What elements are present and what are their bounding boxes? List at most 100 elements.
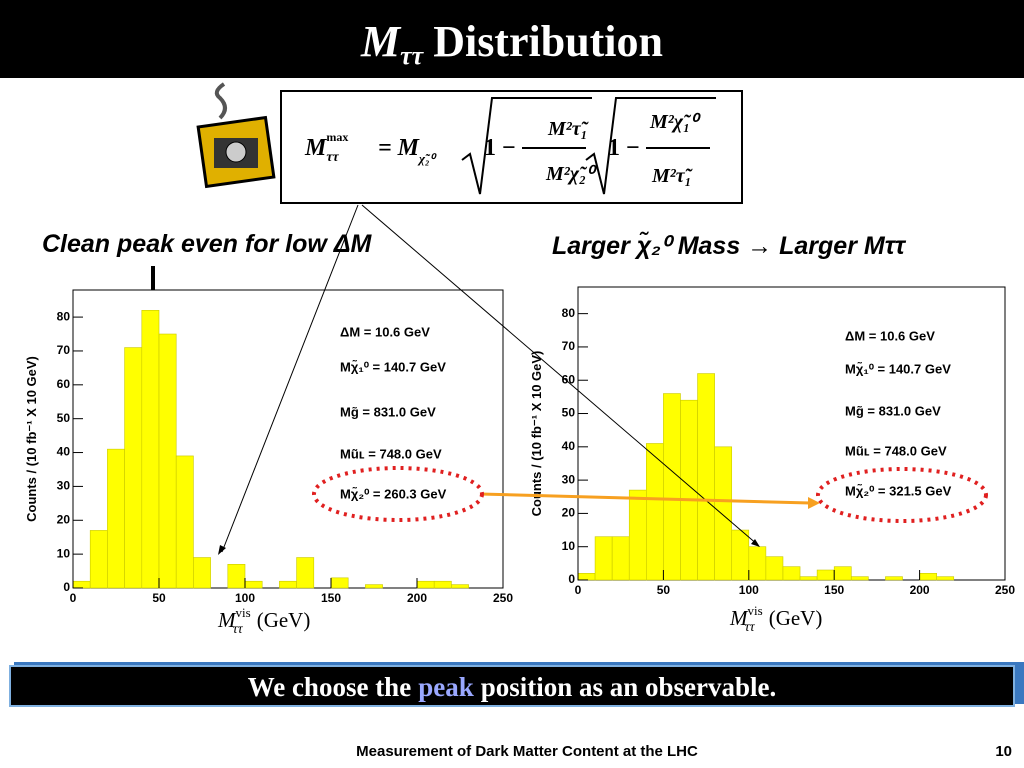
formula-lhs: Mmax ττ bbox=[304, 130, 348, 165]
bar bbox=[833, 566, 852, 581]
bar bbox=[628, 489, 647, 581]
x-tick-label: 50 bbox=[657, 583, 671, 597]
x-label-unit: (GeV) bbox=[769, 606, 823, 630]
formula-num: M²τ̃₁ bbox=[547, 118, 590, 140]
bar bbox=[227, 563, 246, 589]
bar bbox=[611, 536, 630, 581]
annotation: Mũʟ = 748.0 GeV bbox=[845, 443, 947, 458]
bar bbox=[72, 580, 91, 589]
y-tick-label: 30 bbox=[57, 479, 71, 493]
bar bbox=[416, 580, 435, 589]
x-label-sup: vis bbox=[236, 605, 251, 620]
banner-part: position as an observable. bbox=[481, 672, 777, 702]
bar bbox=[158, 333, 177, 589]
y-tick-label: 60 bbox=[562, 372, 576, 386]
y-tick-label: 70 bbox=[57, 343, 71, 357]
footer: Measurement of Dark Matter Content at th… bbox=[356, 743, 698, 760]
y-tick-label: 80 bbox=[57, 309, 71, 323]
bar bbox=[765, 556, 784, 581]
bar bbox=[330, 577, 349, 589]
formula-den: M²τ̃₁ bbox=[651, 165, 694, 187]
bar bbox=[89, 530, 108, 589]
annotation: Mχ̃₂⁰ = 321.5 GeV bbox=[845, 483, 952, 498]
x-tick-label: 0 bbox=[70, 591, 77, 605]
y-tick-label: 60 bbox=[57, 377, 71, 391]
formula-part: max bbox=[326, 130, 348, 144]
x-label-symbol: M bbox=[217, 608, 237, 632]
y-tick-label: 30 bbox=[562, 472, 576, 486]
bar bbox=[244, 580, 263, 589]
bar bbox=[141, 310, 160, 589]
bar bbox=[279, 580, 297, 589]
y-tick-label: 50 bbox=[562, 406, 576, 420]
y-tick-label: 10 bbox=[562, 539, 576, 553]
bar bbox=[107, 448, 125, 589]
title-sub: ττ bbox=[400, 41, 425, 70]
y-axis-label: Counts / (10 fb⁻¹ X 10 GeV) bbox=[24, 356, 39, 522]
formula-den: M²χ̃₂⁰ bbox=[545, 163, 597, 185]
title-text: Distribution bbox=[433, 17, 663, 66]
formula-part: M bbox=[304, 135, 328, 161]
x-tick-label: 250 bbox=[995, 583, 1015, 597]
bar bbox=[919, 573, 937, 581]
y-tick-label: 50 bbox=[57, 411, 71, 425]
annotation: Mg̃ = 831.0 GeV bbox=[845, 403, 941, 418]
x-axis-label: Mvis ττ (GeV) bbox=[217, 605, 310, 637]
x-tick-label: 100 bbox=[235, 591, 255, 605]
formula-part: ττ bbox=[326, 150, 339, 165]
x-tick-label: 200 bbox=[910, 583, 930, 597]
title-symbol: M bbox=[360, 17, 402, 66]
formula-part: χ̃₂⁰ bbox=[417, 151, 438, 166]
y-tick-label: 40 bbox=[57, 445, 71, 459]
bar bbox=[646, 443, 664, 581]
y-tick-label: 20 bbox=[57, 512, 71, 526]
bar bbox=[748, 546, 767, 581]
bar bbox=[731, 529, 750, 581]
banner-highlight: peak bbox=[418, 672, 474, 702]
banner bbox=[9, 665, 1015, 707]
y-tick-label: 0 bbox=[568, 572, 575, 586]
bar bbox=[433, 580, 452, 589]
bar bbox=[714, 446, 733, 581]
bar bbox=[680, 399, 698, 581]
annotation: Mg̃ = 831.0 GeV bbox=[340, 404, 436, 419]
bar bbox=[697, 373, 715, 581]
x-tick-label: 0 bbox=[575, 583, 582, 597]
bar bbox=[365, 584, 383, 589]
banner-text: We choose the peak position as an observab… bbox=[248, 672, 777, 702]
y-tick-label: 40 bbox=[562, 439, 576, 453]
bar bbox=[594, 536, 613, 581]
title-bar bbox=[0, 0, 1024, 78]
annotation: ΔM = 10.6 GeV bbox=[845, 328, 935, 343]
x-label-sub: ττ bbox=[233, 622, 244, 637]
y-tick-label: 70 bbox=[562, 339, 576, 353]
x-tick-label: 150 bbox=[824, 583, 844, 597]
formula-part: = M bbox=[378, 135, 421, 161]
formula: Mmax ττ = Mχ̃₂⁰ 1 − M²τ̃₁ M²χ̃₂⁰ 1 − M²χ̃… bbox=[304, 97, 716, 195]
x-tick-label: 100 bbox=[739, 583, 759, 597]
bar bbox=[296, 557, 315, 589]
bar bbox=[816, 569, 835, 581]
x-label-unit: (GeV) bbox=[257, 608, 311, 632]
x-axis-label: Mvis ττ (GeV) bbox=[729, 603, 822, 635]
annotation: Mũʟ = 748.0 GeV bbox=[340, 446, 442, 461]
bar bbox=[451, 584, 469, 589]
y-tick-label: 10 bbox=[57, 546, 71, 560]
annotation: Mχ̃₁⁰ = 140.7 GeV bbox=[845, 361, 951, 376]
annotation: ΔM = 10.6 GeV bbox=[340, 324, 430, 339]
x-tick-label: 150 bbox=[321, 591, 341, 605]
caption-left: Clean peak even for low ΔM bbox=[42, 230, 373, 258]
bar bbox=[577, 573, 596, 581]
banner-part: We choose the bbox=[248, 672, 411, 702]
bar bbox=[175, 455, 194, 589]
x-label-sub: ττ bbox=[745, 620, 756, 635]
caption-right: Larger χ̃₂⁰ Mass → Larger Mττ bbox=[552, 231, 907, 260]
bar bbox=[885, 576, 903, 581]
title: Mττ Distribution bbox=[360, 17, 663, 70]
x-label-sup: vis bbox=[748, 603, 763, 618]
page-number: 10 bbox=[995, 743, 1012, 760]
y-tick-label: 80 bbox=[562, 306, 576, 320]
formula-one: 1 − bbox=[608, 135, 640, 161]
y-tick-label: 0 bbox=[63, 580, 70, 594]
